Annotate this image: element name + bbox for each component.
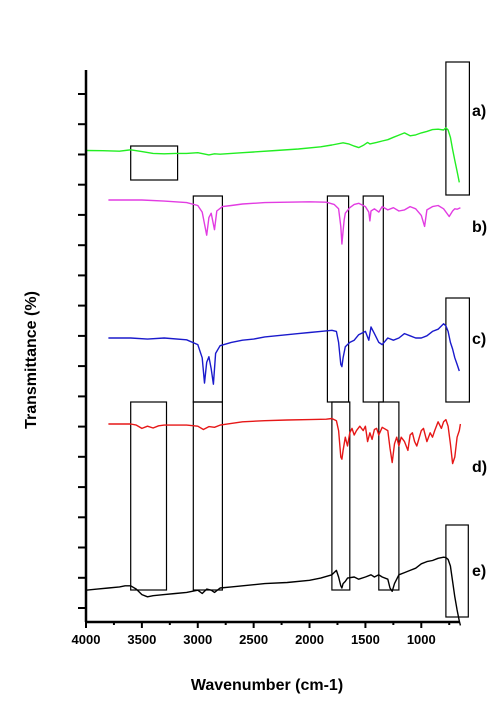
x-tick-label: 1000 bbox=[407, 632, 436, 647]
highlight-box bbox=[362, 195, 384, 403]
series-line-c bbox=[108, 323, 460, 385]
y-axis-title: Transmittance (%) bbox=[23, 291, 40, 429]
highlight-box bbox=[445, 297, 470, 403]
series-label-e: e) bbox=[472, 563, 486, 580]
highlight-box bbox=[192, 401, 224, 591]
series-label-a: a) bbox=[472, 103, 486, 120]
ticks: 4000 3500 3000 2500 2000 1500 1000 bbox=[72, 93, 451, 647]
highlight-box bbox=[378, 401, 400, 591]
series-label-b: b) bbox=[472, 219, 487, 236]
highlight-box bbox=[130, 145, 179, 181]
highlight-box bbox=[326, 195, 350, 403]
series-label-c: c) bbox=[472, 331, 486, 348]
series-line-e bbox=[85, 556, 462, 626]
series-layer bbox=[85, 127, 462, 626]
series-line-a bbox=[85, 127, 460, 183]
highlight-box bbox=[445, 524, 469, 618]
x-tick-label: 2500 bbox=[239, 632, 268, 647]
series-line-d bbox=[108, 417, 462, 465]
axes bbox=[84, 70, 460, 624]
x-tick-label: 3500 bbox=[127, 632, 156, 647]
x-tick-label: 3000 bbox=[183, 632, 212, 647]
series-label-d: d) bbox=[472, 459, 487, 476]
series-labels: a) b) c) d) e) bbox=[472, 103, 487, 580]
highlight-box bbox=[130, 401, 168, 591]
highlight-box bbox=[331, 401, 351, 591]
x-tick-label: 4000 bbox=[72, 632, 101, 647]
x-axis-title: Wavenumber (cm-1) bbox=[191, 677, 343, 694]
series-line-b bbox=[108, 199, 461, 245]
x-tick-label: 2000 bbox=[295, 632, 324, 647]
x-tick-label: 1500 bbox=[351, 632, 380, 647]
